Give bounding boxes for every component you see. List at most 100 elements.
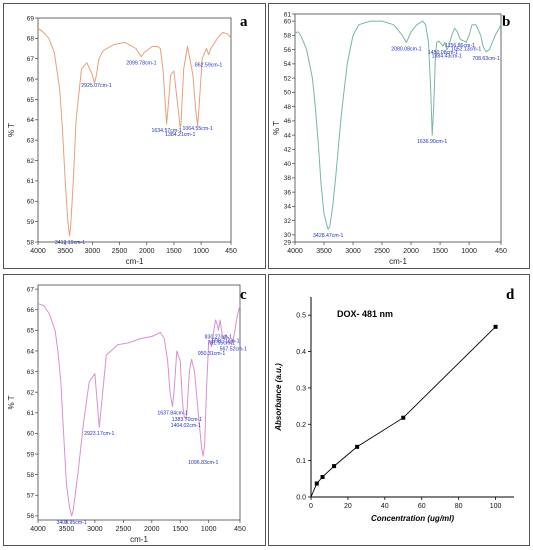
chart-b-spectrum-line (294, 20, 502, 230)
chart-c-peak-label: 3408.95cm-1 (57, 520, 87, 526)
chart-b-y-tick-label: 58 (284, 33, 292, 40)
chart-d-data-point (332, 464, 337, 469)
chart-a-x-tick-label: 3000 (85, 248, 101, 255)
chart-d-x-tick-label: 100 (490, 503, 502, 510)
chart-b-y-tick-label: 44 (284, 132, 292, 139)
chart-c-peak-label: 1637.84cm-1 (157, 411, 187, 417)
chart-a-peak-label: 1064.55cm-1 (182, 126, 212, 132)
chart-c-y-tick-label: 62 (27, 389, 35, 396)
chart-d-y-tick-label: 0.0 (296, 495, 306, 502)
chart-d-y-tick-label: 0.2 (296, 422, 306, 429)
chart-b-peak-label: 2080.08cm-1 (391, 47, 421, 53)
chart-d-data-point (314, 481, 319, 486)
chart-a-y-tick-label: 61 (27, 178, 35, 185)
chart-b-y-tick-label: 42 (284, 147, 292, 154)
chart-c-x-tick-label: 2500 (116, 526, 132, 533)
chart-c-y-tick-label: 61 (27, 410, 35, 417)
chart-d-series-line (310, 326, 496, 498)
chart-b-peak-label: 1450.08cm-1 (428, 50, 458, 56)
chart-b-y-tick-label: 46 (284, 118, 292, 125)
ftir-panel-c: 4000 3500 3000 2500 2000 1500 1000 450 56 57 58 59 6… (3, 274, 266, 546)
ftir-panel-a: 4000 3500 3000 2500 2000 1500 1000 450 58 59 60 61 6… (3, 3, 266, 269)
chart-c-y-tick-label: 60 (27, 431, 35, 438)
chart-c-peak-label: 698.71cm-1 (212, 338, 240, 344)
chart-c-peak-label: 781.55cm-1 (207, 341, 235, 347)
chart-b-y-tick-label: 34 (284, 204, 292, 211)
chart-b-peak-label: 1384.43cm-1 (432, 54, 462, 60)
chart-c-y-tick-label: 63 (27, 369, 35, 376)
chart-a-y-tick-label: 59 (27, 219, 35, 226)
chart-c-y-tick-label: 59 (27, 451, 35, 458)
chart-a-peak-label: 2925.07cm-1 (81, 83, 111, 89)
chart-a-y-axis-label: % T (7, 123, 16, 137)
chart-b-x-tick-label: 1000 (461, 248, 477, 255)
panel-letter-b: b (502, 14, 511, 30)
panel-letter-d: d (506, 287, 515, 303)
chart-a-x-axis-label: cm-1 (126, 257, 144, 266)
chart-a-x-tick-label: 1500 (166, 248, 182, 255)
ftir-chart-a: 4000 3500 3000 2500 2000 1500 1000 450 58 59 60 61 6… (7, 15, 237, 266)
chart-c-x-tick-label: 1500 (172, 526, 188, 533)
chart-c-y-tick-label: 66 (27, 307, 35, 314)
chart-b-peak-label: 1636.90cm-1 (417, 139, 447, 145)
panel-letter-a: a (240, 14, 248, 30)
chart-d-y-tick-label: 0.1 (296, 458, 306, 465)
chart-d-y-tick-label: 0.5 (296, 313, 306, 320)
chart-b-peak-label: 708.63cm-1 (472, 56, 500, 62)
chart-b-y-tick-label: 56 (284, 47, 292, 54)
chart-d-y-tick-label: 0.3 (296, 385, 306, 392)
chart-c-y-tick-label: 67 (27, 286, 35, 293)
chart-d-data-point (493, 324, 498, 329)
chart-b-x-axis-label: cm-1 (389, 257, 407, 266)
chart-b-y-tick-label: 36 (284, 189, 292, 196)
calibration-panel-d: 0 20 40 60 80 100 0.0 0.1 0.2 0.3 0.4 0.5 Concentrat… (268, 274, 530, 546)
chart-c-y-tick-label: 57 (27, 493, 35, 500)
chart-c-peak-label: 950.31cm-1 (198, 351, 226, 357)
chart-c-y-tick-label: 65 (27, 328, 35, 335)
chart-a-y-tick-label: 66 (27, 76, 35, 83)
chart-a-x-tick-label: 2000 (139, 248, 155, 255)
chart-b-y-tick-label: 32 (284, 218, 292, 225)
chart-a-y-tick-label: 69 (27, 15, 35, 22)
chart-b-peak-label: 1052.13cm-1 (451, 47, 481, 53)
chart-b-x-tick-label: 4000 (287, 248, 303, 255)
chart-c-peak-label: 1383.70cm-1 (172, 417, 202, 423)
ftir-panel-b: 4000 3500 3000 2500 2000 1500 1000 450 29 30 32 34 3… (268, 3, 530, 269)
chart-a-y-tick-label: 60 (27, 199, 35, 206)
chart-a-y-tick-label: 63 (27, 137, 35, 144)
chart-a-peak-label: 1634.57cm-1 (151, 128, 181, 134)
chart-c-spectrum-line (37, 303, 241, 517)
chart-b-y-tick-label: 29 (284, 239, 292, 246)
chart-b-y-tick-label: 60 (284, 18, 292, 25)
chart-b-y-tick-label: 40 (284, 161, 292, 168)
chart-b-y-tick-label: 30 (284, 232, 292, 239)
chart-d-x-tick-label: 80 (455, 503, 463, 510)
chart-b-y-tick-label: 52 (284, 75, 292, 82)
chart-a-x-tick-label: 450 (225, 248, 237, 255)
chart-a-peak-label: 3412.19cm-1 (55, 240, 85, 246)
chart-c-peak-label: 830.27cm-1 (205, 334, 233, 340)
chart-a-y-tick-label: 65 (27, 97, 35, 104)
chart-a-peak-label: 1384.21cm-1 (165, 132, 195, 138)
chart-b-plot-frame (294, 13, 502, 243)
chart-a-x-tick-label: 4000 (30, 248, 46, 255)
chart-c-x-axis-label: cm-1 (130, 535, 148, 544)
chart-b-x-tick-label: 450 (495, 248, 507, 255)
chart-c-peak-label: 1404.02cm-1 (171, 423, 201, 429)
chart-c-x-tick-label: 3500 (59, 526, 75, 533)
chart-d-y-tick-label: 0.4 (296, 349, 306, 356)
chart-c-x-tick-label: 2000 (144, 526, 160, 533)
chart-c-peak-label: 2923.17cm-1 (84, 431, 114, 437)
chart-b-y-tick-label: 61 (284, 11, 292, 18)
chart-c-x-tick-label: 450 (234, 526, 246, 533)
panel-letter-c: c (240, 287, 247, 303)
chart-d-x-tick-label: 40 (381, 503, 389, 510)
chart-b-peak-label: 3428.47cm-1 (313, 233, 343, 239)
chart-b-x-tick-label: 3000 (345, 248, 361, 255)
chart-d-x-tick-label: 20 (344, 503, 352, 510)
chart-a-y-tick-label: 62 (27, 158, 35, 165)
chart-d-data-point (401, 415, 406, 420)
chart-a-peak-label: 862.59cm-1 (195, 63, 223, 69)
chart-b-x-tick-label: 2000 (403, 248, 419, 255)
